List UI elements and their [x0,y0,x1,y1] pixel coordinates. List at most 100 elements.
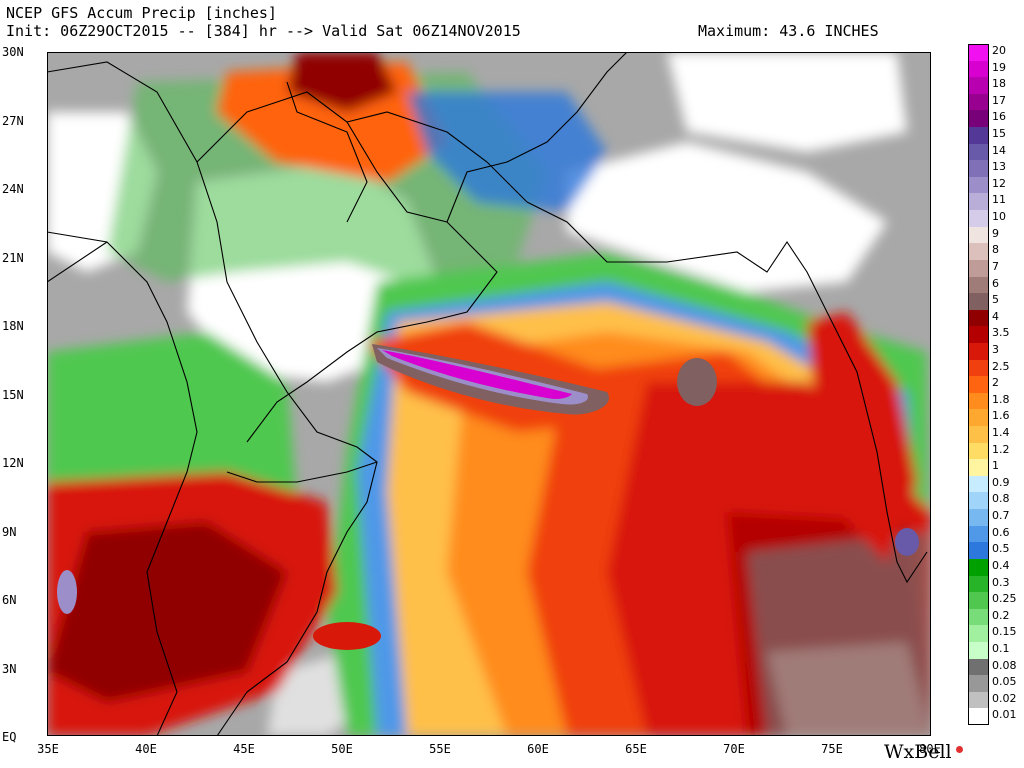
legend-swatch [968,558,989,576]
legend-row: 18 [968,77,1022,94]
legend-row: 0.2 [968,608,1022,626]
legend-swatch [968,575,989,593]
legend-label: 0.7 [992,509,1010,523]
legend-row: 2 [968,376,1022,393]
legend-swatch [968,459,989,476]
legend-swatch [968,691,989,709]
lon-label-35e: 35E [37,742,59,756]
lon-label-50e: 50E [331,742,353,756]
legend-row: 1.2 [968,442,1022,460]
color-legend: 20 19 18 17 16 15 14 13 12 11 10 9 8 7 6 5 4 3.5 3 2.5 2 1.8 1… [968,44,1018,725]
legend-row: 13 [968,160,1022,177]
legend-swatch [968,44,989,61]
legend-label: 5 [992,293,999,307]
legend-swatch [968,342,989,360]
legend-label: 1.2 [992,442,1010,456]
lat-label-18n: 18N [2,319,24,333]
lat-label-27n: 27N [2,114,24,128]
lon-label-60e: 60E [527,742,549,756]
legend-row: 0.5 [968,542,1022,559]
legend-row: 1.4 [968,426,1022,443]
legend-row: 0.02 [968,691,1022,709]
legend-label: 0.2 [992,608,1010,622]
legend-swatch [968,276,989,294]
legend-swatch [968,160,989,177]
legend-swatch [968,176,989,194]
legend-label: 0.02 [992,691,1017,705]
legend-label: 19 [992,60,1006,74]
legend-row: 3 [968,342,1022,360]
legend-label: 12 [992,176,1006,190]
lat-label-6n: 6N [2,593,17,607]
lat-label-12n: 12N [2,456,24,470]
legend-label: 3.5 [992,326,1010,340]
legend-row: 15 [968,127,1022,144]
legend-swatch [968,210,989,227]
legend-label: 0.08 [992,658,1017,672]
legend-row: 8 [968,243,1022,260]
legend-swatch [968,608,989,626]
lat-label-30n: 30N [2,45,24,59]
legend-label: 1.4 [992,426,1010,440]
legend-label: 18 [992,77,1006,91]
legend-row: 0.25 [968,592,1022,609]
legend-swatch [968,426,989,443]
lat-label-21n: 21N [2,251,24,265]
legend-swatch [968,542,989,559]
legend-swatch [968,409,989,427]
legend-row: 0.8 [968,492,1022,510]
legend-swatch [968,193,989,211]
legend-row: 0.9 [968,475,1022,493]
legend-label: 0.1 [992,641,1010,655]
legend-swatch [968,376,989,393]
legend-row: 0.6 [968,525,1022,543]
legend-label: 3 [992,342,999,356]
legend-row: 0.1 [968,641,1022,659]
legend-label: 0.8 [992,492,1010,506]
legend-row: 20 [968,44,1022,61]
legend-label: 17 [992,93,1006,107]
legend-swatch [968,93,989,111]
legend-label: 0.9 [992,475,1010,489]
legend-label: 0.6 [992,525,1010,539]
legend-swatch [968,259,989,277]
maximum-label: Maximum: 43.6 INCHES [698,22,879,40]
legend-row: 0.08 [968,658,1022,676]
legend-row: 2.5 [968,359,1022,377]
legend-label: 20 [992,44,1006,57]
legend-swatch [968,592,989,609]
legend-label: 1.8 [992,392,1010,406]
legend-swatch [968,625,989,642]
legend-swatch [968,658,989,676]
legend-label: 14 [992,143,1006,157]
legend-label: 9 [992,226,999,240]
legend-swatch [968,293,989,310]
legend-swatch [968,492,989,510]
legend-swatch [968,525,989,543]
legend-label: 1.6 [992,409,1010,423]
legend-label: 2 [992,376,999,390]
lon-label-45e: 45E [233,742,255,756]
legend-row: 10 [968,210,1022,227]
legend-row: 0.3 [968,575,1022,593]
lon-label-55e: 55E [429,742,451,756]
lat-label-9n: 9N [2,525,17,539]
legend-row: 1.8 [968,392,1022,410]
legend-swatch [968,392,989,410]
lat-label-24n: 24N [2,182,24,196]
legend-row: 0.4 [968,558,1022,576]
legend-swatch [968,326,989,343]
legend-label: 16 [992,110,1006,124]
legend-row: 19 [968,60,1022,78]
legend-row: 3.5 [968,326,1022,343]
legend-label: 0.4 [992,558,1010,572]
chart-subtitle: Init: 06Z29OCT2015 -- [384] hr --> Valid… [6,22,521,40]
legend-swatch [968,110,989,128]
legend-label: 11 [992,193,1006,207]
legend-row: 14 [968,143,1022,161]
precip-map [47,52,931,736]
legend-swatch [968,60,989,78]
legend-row: 7 [968,259,1022,277]
legend-label: 0.05 [992,675,1017,689]
legend-label: 10 [992,210,1006,224]
